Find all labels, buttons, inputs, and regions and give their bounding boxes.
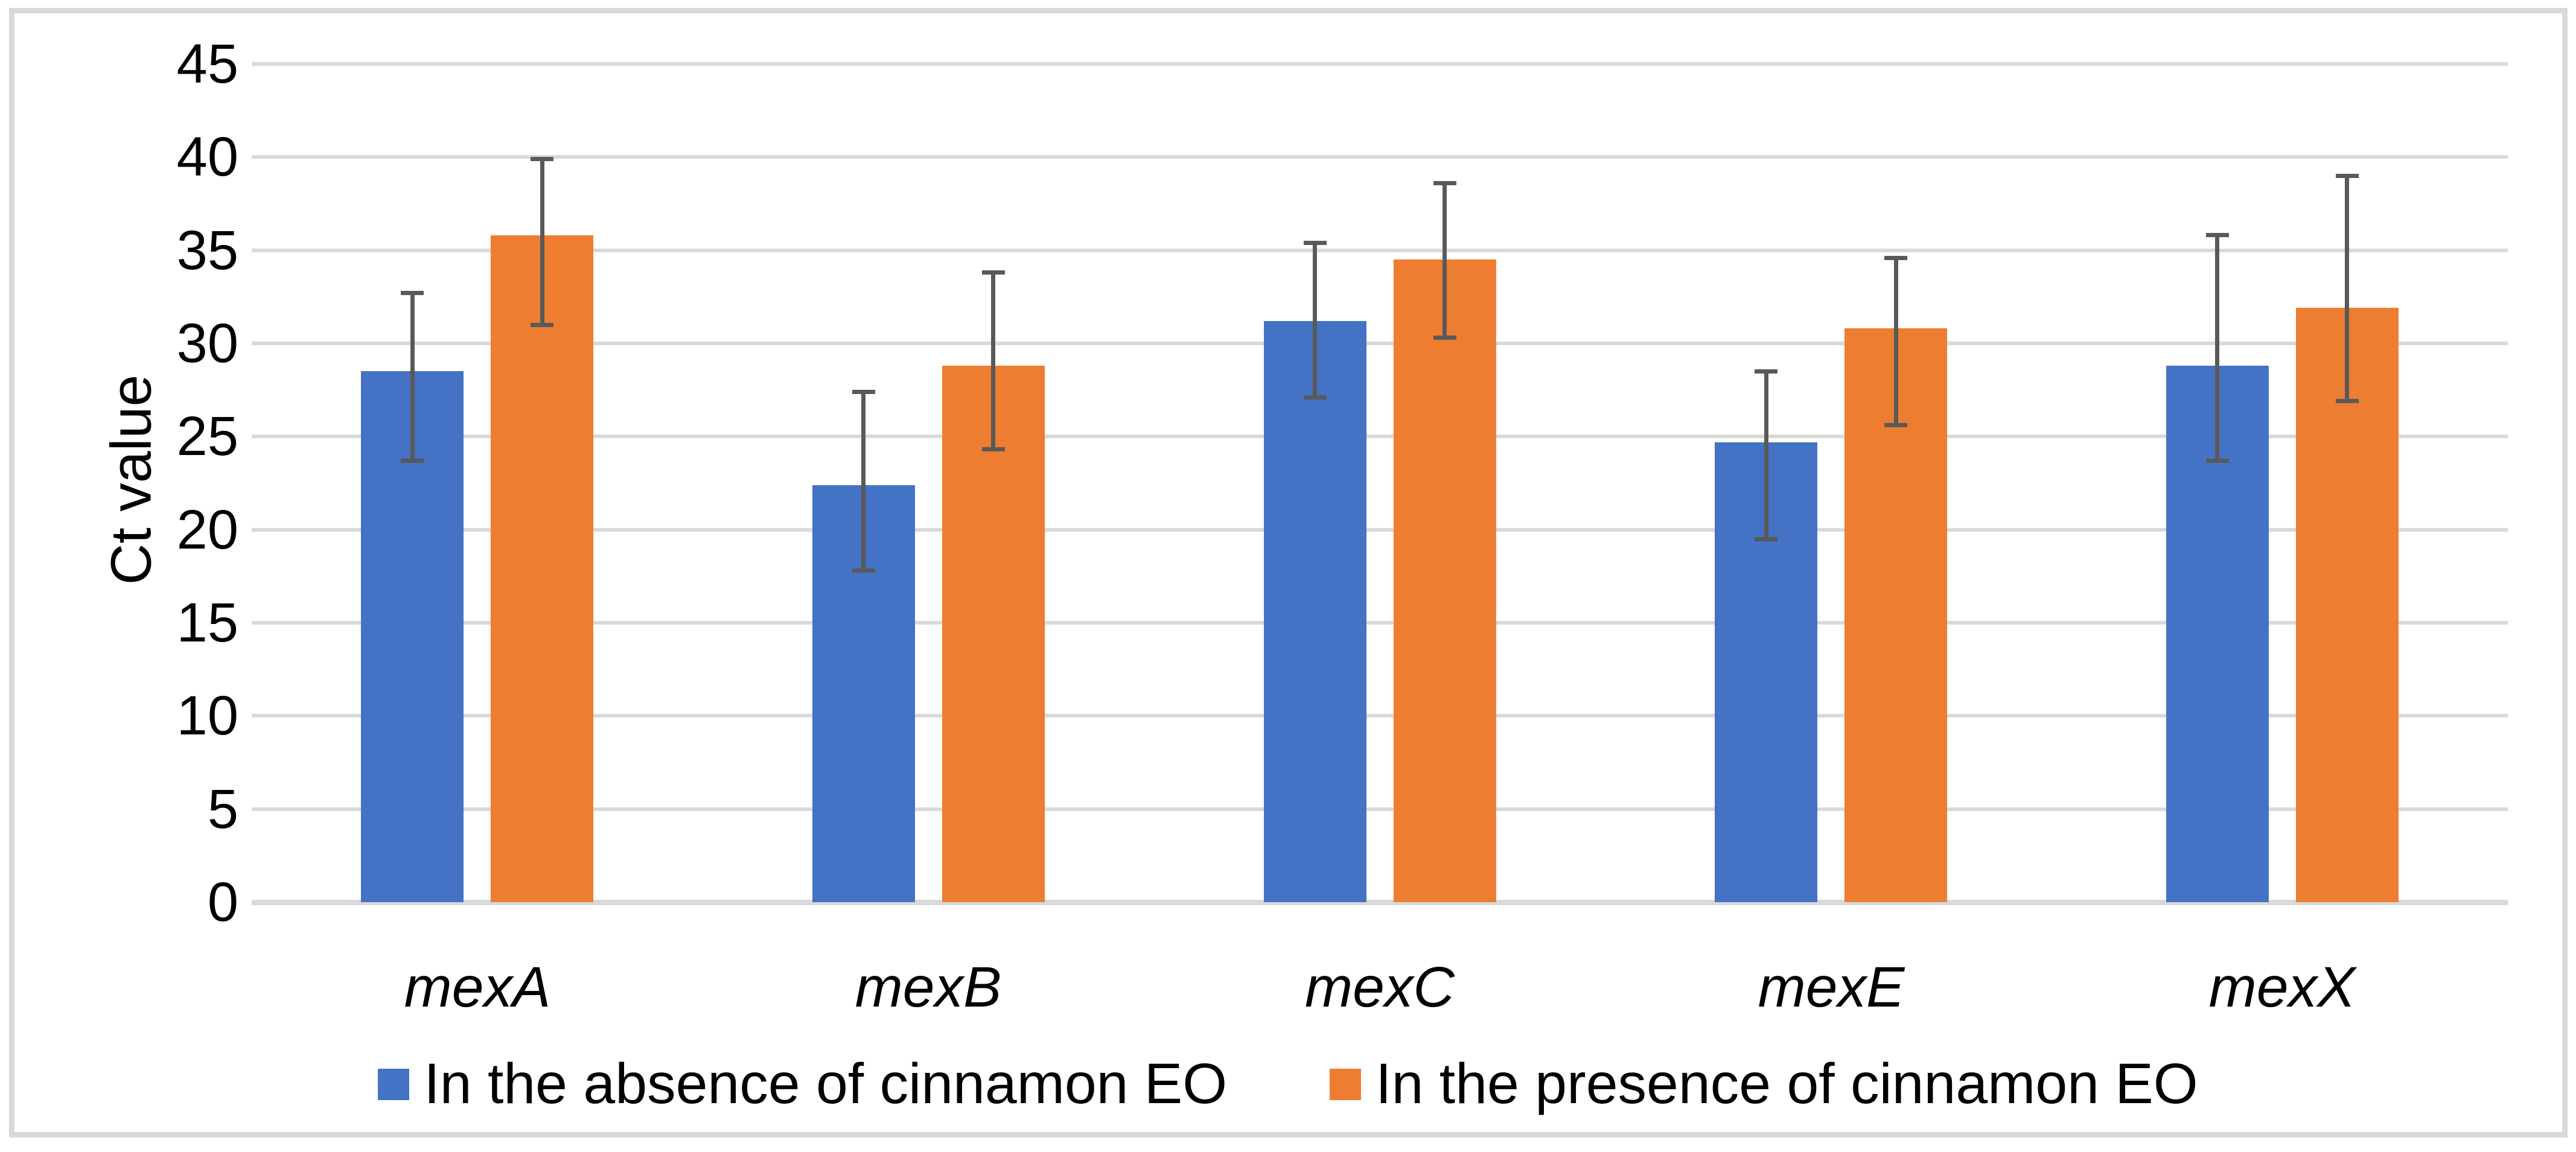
bar-mexC-series1 [1264, 321, 1366, 902]
y-tick-label: 10 [176, 685, 238, 746]
y-tick-label: 45 [176, 33, 238, 95]
x-category-label-mexX: mexX [2208, 955, 2356, 1019]
y-tick-label: 15 [176, 592, 238, 654]
y-tick-label: 35 [176, 220, 238, 281]
bar-mexC-series2 [1394, 259, 1496, 902]
error-bar-cap [1433, 181, 1456, 185]
error-bar-cap [1755, 369, 1777, 374]
error-bar-cap [401, 459, 424, 463]
y-tick-label: 5 [207, 778, 238, 840]
x-category-label-mexB: mexB [855, 955, 1002, 1019]
legend-color-swatch [378, 1068, 410, 1100]
error-bar [1443, 183, 1447, 338]
error-bar [540, 159, 544, 325]
error-bar-cap [2336, 399, 2359, 403]
gridline [252, 342, 2508, 345]
x-category-label-mexC: mexC [1304, 955, 1455, 1019]
bar-mexX-series2 [2296, 308, 2399, 902]
error-bar-cap [1884, 256, 1907, 260]
error-bar-cap [531, 157, 553, 161]
gridline [252, 714, 2508, 718]
error-bar-cap [982, 447, 1005, 451]
y-tick-label: 25 [176, 406, 238, 467]
error-bar-cap [401, 291, 424, 295]
bar-mexB-series2 [942, 366, 1045, 902]
error-bar-cap [1433, 336, 1456, 340]
legend-item-label: In the presence of cinnamon EO [1376, 1052, 2198, 1116]
error-bar-cap [1304, 241, 1327, 245]
x-category-label-mexA: mexA [404, 955, 551, 1019]
error-bar-cap [2336, 174, 2359, 178]
gridline [252, 155, 2508, 159]
gridline [252, 527, 2508, 532]
gridline [252, 62, 2508, 66]
error-bar-cap [1755, 537, 1777, 541]
error-bar [991, 273, 995, 450]
x-category-label-mexE: mexE [1758, 955, 1905, 1019]
y-tick-label: 30 [176, 313, 238, 374]
legend: In the absence of cinnamon EO In the pres… [0, 1051, 2576, 1117]
y-tick-label: 40 [176, 126, 238, 188]
legend-item-label: In the absence of cinnamon EO [424, 1052, 1228, 1116]
y-tick-label: 20 [176, 499, 238, 561]
error-bar-cap [982, 270, 1005, 275]
legend-color-swatch [1330, 1068, 1362, 1100]
bar-mexA-series2 [491, 235, 593, 902]
figure-border [9, 8, 2568, 1138]
gridline [252, 248, 2508, 252]
gridline [252, 434, 2508, 439]
plot-area [252, 62, 2508, 905]
legend-item-series2: In the presence of cinnamon EO [1330, 1051, 2198, 1117]
error-bar [1764, 371, 1768, 539]
error-bar-cap [852, 390, 875, 394]
error-bar-cap [1304, 395, 1327, 399]
error-bar [861, 392, 866, 570]
error-bar-cap [852, 568, 875, 573]
gridline [252, 621, 2508, 625]
error-bar [2215, 235, 2219, 460]
error-bar-cap [2206, 459, 2229, 463]
error-bar [410, 293, 415, 461]
legend-item-series1: In the absence of cinnamon EO [378, 1051, 1227, 1117]
x-axis-line [252, 900, 2508, 905]
error-bar [1313, 243, 1317, 397]
error-bar-cap [1884, 423, 1907, 427]
error-bar [1894, 258, 1898, 425]
gridline [252, 807, 2508, 811]
error-bar [2345, 176, 2349, 401]
error-bar-cap [2206, 233, 2229, 237]
error-bar-cap [531, 323, 553, 327]
y-tick-label: 0 [207, 871, 238, 933]
